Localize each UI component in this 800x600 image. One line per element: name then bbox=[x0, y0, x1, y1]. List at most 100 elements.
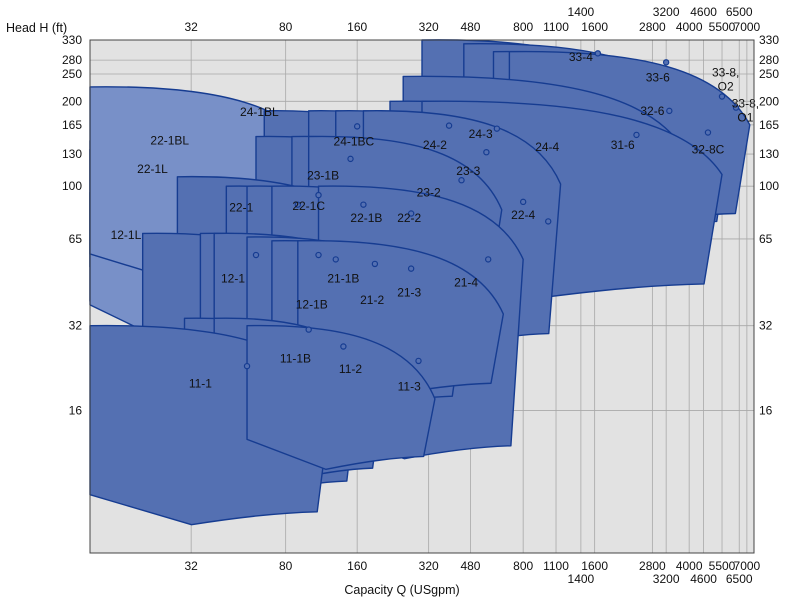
x-tick-top-upper: 1400 bbox=[568, 5, 595, 19]
x-tick-top: 800 bbox=[513, 20, 533, 34]
y-tick-right: 65 bbox=[759, 232, 773, 246]
curve-label: 33-4 bbox=[569, 50, 593, 64]
bep-marker bbox=[732, 104, 740, 111]
y-tick-right: 250 bbox=[759, 67, 779, 81]
plot-frame bbox=[89, 39, 755, 554]
bep-marker bbox=[315, 191, 322, 199]
bep-marker bbox=[415, 357, 422, 365]
curve-label: 33-8, O1 bbox=[732, 97, 759, 125]
y-tick-right: 16 bbox=[759, 404, 773, 418]
bep-marker bbox=[243, 362, 251, 370]
x-tick-top: 160 bbox=[347, 20, 367, 34]
bep-marker bbox=[458, 177, 465, 184]
x-tick-top-upper: 6500 bbox=[726, 5, 753, 19]
bep-markers bbox=[243, 50, 740, 370]
curve-label: 21-4 bbox=[454, 276, 478, 290]
x-tick-top: 80 bbox=[279, 20, 293, 34]
bep-marker bbox=[340, 343, 347, 350]
y-axis-title: Head H (ft) bbox=[6, 21, 67, 35]
y-tick-left: 200 bbox=[62, 94, 82, 108]
curve-label: 11-1 bbox=[189, 376, 212, 390]
bep-marker bbox=[493, 125, 501, 132]
bep-marker bbox=[718, 93, 726, 100]
axis-ticks: 1400 3200 4600 6500 32 80 160 320 480 800 1100 1600… bbox=[62, 5, 779, 586]
y-tick-left: 16 bbox=[69, 404, 83, 418]
bep-marker bbox=[519, 198, 527, 206]
curve-label: 11-3 bbox=[398, 379, 421, 393]
curve-label: 22-1BL bbox=[150, 134, 189, 148]
x-tick-top: 480 bbox=[460, 20, 480, 34]
bep-marker bbox=[704, 129, 712, 136]
curve-label: 22-1 bbox=[229, 201, 253, 215]
x-tick-bottom: 4000 bbox=[676, 559, 703, 573]
curve-label-line: 33-8, bbox=[732, 97, 759, 111]
x-tick-bottom-lower: 3200 bbox=[653, 572, 680, 586]
x-tick-bottom: 480 bbox=[460, 559, 480, 573]
x-tick-bottom-lower: 1400 bbox=[568, 572, 595, 586]
y-tick-left: 100 bbox=[62, 179, 82, 193]
bep-marker bbox=[315, 251, 322, 259]
pump-curve-zones bbox=[89, 39, 751, 526]
y-tick-right: 200 bbox=[759, 94, 779, 108]
bep-marker bbox=[666, 107, 673, 115]
curve-label: 22-1B bbox=[350, 211, 382, 225]
y-tick-right: 130 bbox=[759, 147, 779, 161]
curve-label: 12-1L bbox=[111, 228, 142, 242]
curve-label: 23-1B bbox=[307, 169, 339, 183]
y-tick-left: 330 bbox=[62, 33, 82, 47]
y-tick-left: 65 bbox=[69, 232, 83, 246]
bep-marker bbox=[347, 155, 354, 163]
y-tick-right: 280 bbox=[759, 53, 779, 67]
y-tick-left: 165 bbox=[62, 118, 82, 132]
x-tick-bottom: 2800 bbox=[639, 559, 666, 573]
curve-label: 32-6 bbox=[640, 104, 664, 118]
bep-marker bbox=[633, 131, 640, 139]
curve-label: 21-1B bbox=[327, 272, 359, 286]
y-tick-left: 32 bbox=[69, 319, 83, 333]
x-tick-bottom: 1600 bbox=[581, 559, 608, 573]
curve-label: 12-1 bbox=[221, 272, 245, 286]
y-tick-left: 250 bbox=[62, 67, 82, 81]
curve-label: 22-1C bbox=[292, 199, 325, 213]
curve-label: 21-3 bbox=[397, 285, 421, 299]
curve-label-line: O2 bbox=[718, 79, 734, 93]
curve-label: 11-1B bbox=[280, 351, 311, 365]
x-tick-bottom: 160 bbox=[347, 559, 367, 573]
curve-label: 24-1BC bbox=[334, 135, 375, 149]
y-tick-right: 165 bbox=[759, 118, 779, 132]
x-tick-top-upper: 3200 bbox=[653, 5, 680, 19]
y-tick-right: 330 bbox=[759, 33, 779, 47]
bep-marker bbox=[332, 256, 339, 263]
curve-label: 23-3 bbox=[456, 164, 480, 178]
curve-label: 24-3 bbox=[469, 127, 493, 141]
bep-marker bbox=[545, 218, 552, 225]
x-tick-top: 5500 bbox=[709, 20, 736, 34]
y-tick-left: 130 bbox=[62, 147, 82, 161]
x-tick-bottom-lower: 6500 bbox=[726, 572, 753, 586]
x-tick-top: 320 bbox=[419, 20, 439, 34]
y-tick-right: 32 bbox=[759, 319, 773, 333]
curve-label: 32-8C bbox=[692, 142, 725, 156]
x-tick-top: 4000 bbox=[676, 20, 703, 34]
x-tick-bottom: 80 bbox=[279, 559, 293, 573]
x-tick-bottom: 800 bbox=[513, 559, 533, 573]
bep-marker bbox=[662, 59, 670, 66]
x-tick-top: 2800 bbox=[639, 20, 666, 34]
curve-label: 24-1BL bbox=[240, 105, 279, 119]
x-tick-bottom: 320 bbox=[419, 559, 439, 573]
zone-11-3 bbox=[246, 324, 436, 471]
bep-marker bbox=[483, 148, 490, 156]
curve-label-line: O1 bbox=[737, 111, 753, 125]
curve-label: 12-1B bbox=[296, 298, 328, 312]
x-tick-top: 32 bbox=[184, 20, 198, 34]
x-tick-bottom: 5500 bbox=[709, 559, 736, 573]
bep-marker bbox=[407, 265, 415, 272]
x-tick-top: 7000 bbox=[734, 20, 761, 34]
bep-marker bbox=[485, 256, 492, 263]
curve-label-line: 33-8, bbox=[712, 65, 739, 79]
x-tick-bottom: 7000 bbox=[734, 559, 761, 573]
x-tick-bottom: 32 bbox=[184, 559, 198, 573]
bep-marker bbox=[252, 251, 260, 259]
bep-marker bbox=[294, 201, 302, 208]
